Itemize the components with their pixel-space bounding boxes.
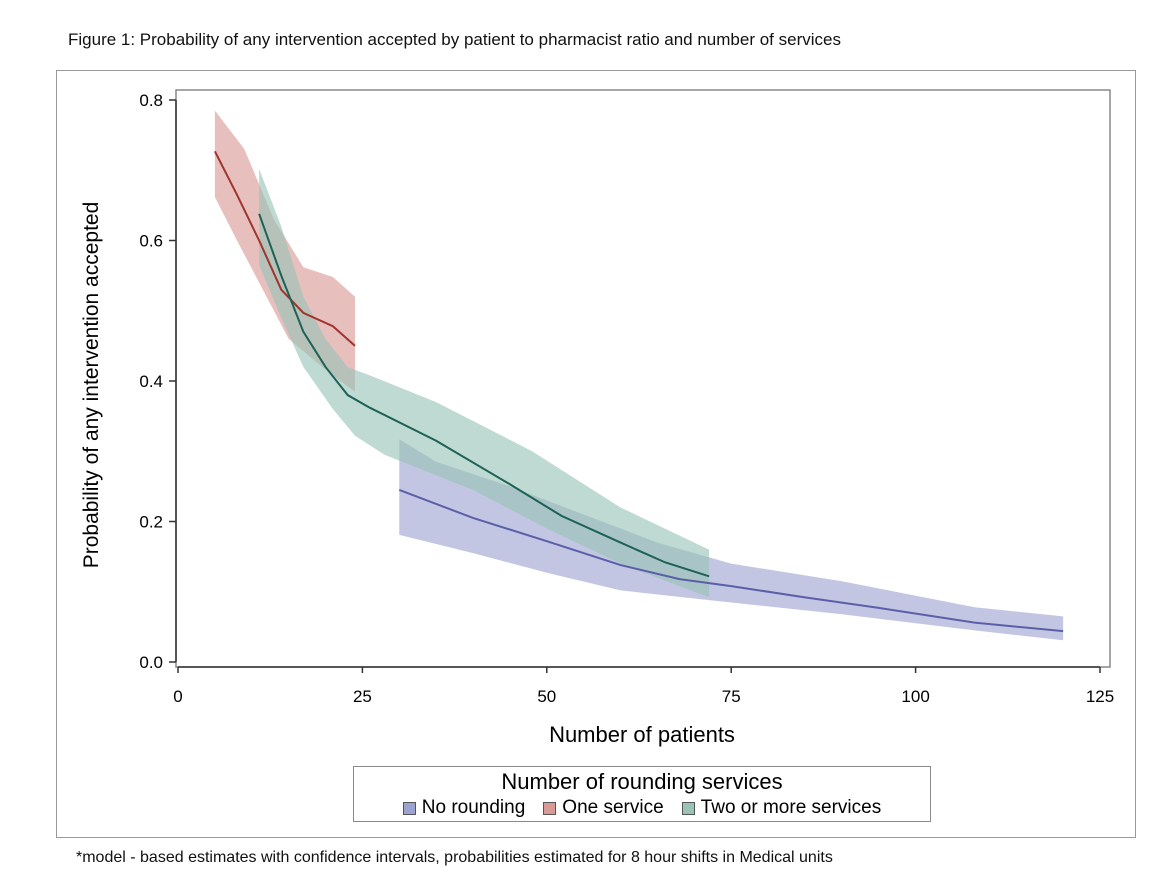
x-tick-label: 50 xyxy=(537,687,556,706)
y-axis-label: Probability of any intervention accepted xyxy=(80,202,103,569)
x-tick-label: 25 xyxy=(353,687,372,706)
legend-swatch xyxy=(543,801,557,815)
x-axis: 0 25 50 75 100 125 xyxy=(173,666,1114,706)
y-tick-label: 0.2 xyxy=(139,513,163,532)
y-tick-label: 0.4 xyxy=(139,372,163,391)
x-tick-label: 100 xyxy=(901,687,929,706)
x-axis-label: Number of patients xyxy=(549,722,735,747)
footnote: *model - based estimates with confidence… xyxy=(76,849,833,866)
confidence-band-no-rounding xyxy=(399,439,1064,641)
y-tick-label: 0.6 xyxy=(139,232,163,251)
confidence-band-two-or-more-services xyxy=(259,168,710,598)
legend: Number of rounding services No rounding O… xyxy=(353,766,931,822)
series-line-one-service xyxy=(213,150,356,347)
y-tick-label: 0.0 xyxy=(139,653,163,672)
legend-swatch xyxy=(681,801,695,815)
legend-label: Two or more services xyxy=(700,797,882,818)
y-axis: 0.0 0.2 0.4 0.6 0.8 xyxy=(139,91,177,672)
legend-item-one-service: One service xyxy=(543,797,664,819)
legend-item-no-rounding: No rounding xyxy=(402,797,526,819)
legend-items: No rounding One service Two or more servic… xyxy=(354,797,930,819)
confidence-bands xyxy=(214,110,1064,641)
legend-title: Number of rounding services xyxy=(501,769,783,794)
y-tick-label: 0.8 xyxy=(139,91,163,110)
series-line-no-rounding xyxy=(398,488,1064,633)
series-lines xyxy=(213,150,1064,633)
series-line-two-or-more-services xyxy=(258,213,710,578)
legend-swatch xyxy=(402,801,416,815)
x-tick-label: 0 xyxy=(173,687,182,706)
legend-label: No rounding xyxy=(421,797,526,818)
x-tick-label: 125 xyxy=(1086,687,1114,706)
legend-label: One service xyxy=(562,797,664,818)
chart-frame xyxy=(56,70,1136,838)
figure-title: Figure 1: Probability of any interventio… xyxy=(68,30,841,49)
legend-item-two-or-more-services: Two or more services xyxy=(681,797,882,819)
x-tick-label: 75 xyxy=(722,687,741,706)
